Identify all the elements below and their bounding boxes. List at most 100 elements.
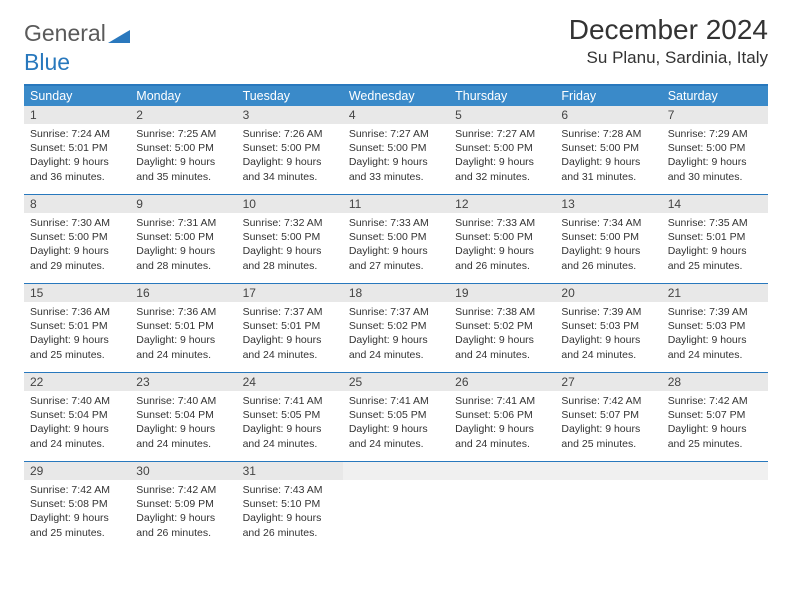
sunrise: Sunrise: 7:29 AM bbox=[668, 127, 762, 141]
day-number: 2 bbox=[130, 106, 236, 124]
day-cell: 2Sunrise: 7:25 AMSunset: 5:00 PMDaylight… bbox=[130, 106, 236, 194]
day-body: Sunrise: 7:40 AMSunset: 5:04 PMDaylight:… bbox=[24, 391, 130, 455]
day-cell: 27Sunrise: 7:42 AMSunset: 5:07 PMDayligh… bbox=[555, 373, 661, 461]
day-body: Sunrise: 7:33 AMSunset: 5:00 PMDaylight:… bbox=[343, 213, 449, 277]
sunrise: Sunrise: 7:34 AM bbox=[561, 216, 655, 230]
sunrise: Sunrise: 7:37 AM bbox=[349, 305, 443, 319]
daylight: Daylight: 9 hours and 24 minutes. bbox=[455, 333, 549, 361]
weekday-header: Saturday bbox=[662, 86, 768, 106]
day-body: Sunrise: 7:42 AMSunset: 5:08 PMDaylight:… bbox=[24, 480, 130, 544]
day-cell: 11Sunrise: 7:33 AMSunset: 5:00 PMDayligh… bbox=[343, 195, 449, 283]
daylight: Daylight: 9 hours and 29 minutes. bbox=[30, 244, 124, 272]
day-number: 20 bbox=[555, 284, 661, 302]
sunset: Sunset: 5:03 PM bbox=[561, 319, 655, 333]
day-number: 6 bbox=[555, 106, 661, 124]
daylight: Daylight: 9 hours and 26 minutes. bbox=[561, 244, 655, 272]
week-row: 15Sunrise: 7:36 AMSunset: 5:01 PMDayligh… bbox=[24, 283, 768, 372]
logo-text: General Blue bbox=[24, 20, 130, 76]
daylight: Daylight: 9 hours and 30 minutes. bbox=[668, 155, 762, 183]
day-cell: 8Sunrise: 7:30 AMSunset: 5:00 PMDaylight… bbox=[24, 195, 130, 283]
weekday-header: Sunday bbox=[24, 86, 130, 106]
day-number: 26 bbox=[449, 373, 555, 391]
day-body: Sunrise: 7:35 AMSunset: 5:01 PMDaylight:… bbox=[662, 213, 768, 277]
day-cell: 23Sunrise: 7:40 AMSunset: 5:04 PMDayligh… bbox=[130, 373, 236, 461]
sunset: Sunset: 5:00 PM bbox=[136, 141, 230, 155]
day-body: Sunrise: 7:42 AMSunset: 5:09 PMDaylight:… bbox=[130, 480, 236, 544]
day-cell: 4Sunrise: 7:27 AMSunset: 5:00 PMDaylight… bbox=[343, 106, 449, 194]
daylight: Daylight: 9 hours and 25 minutes. bbox=[668, 422, 762, 450]
sunrise: Sunrise: 7:30 AM bbox=[30, 216, 124, 230]
day-body: Sunrise: 7:39 AMSunset: 5:03 PMDaylight:… bbox=[555, 302, 661, 366]
sunrise: Sunrise: 7:32 AM bbox=[243, 216, 337, 230]
sunset: Sunset: 5:00 PM bbox=[561, 230, 655, 244]
sunset: Sunset: 5:00 PM bbox=[30, 230, 124, 244]
daylight: Daylight: 9 hours and 24 minutes. bbox=[561, 333, 655, 361]
sunrise: Sunrise: 7:42 AM bbox=[30, 483, 124, 497]
day-number: 9 bbox=[130, 195, 236, 213]
day-body: Sunrise: 7:25 AMSunset: 5:00 PMDaylight:… bbox=[130, 124, 236, 188]
day-cell: 7Sunrise: 7:29 AMSunset: 5:00 PMDaylight… bbox=[662, 106, 768, 194]
daylight: Daylight: 9 hours and 32 minutes. bbox=[455, 155, 549, 183]
day-cell: 10Sunrise: 7:32 AMSunset: 5:00 PMDayligh… bbox=[237, 195, 343, 283]
sunrise: Sunrise: 7:39 AM bbox=[561, 305, 655, 319]
daylight: Daylight: 9 hours and 24 minutes. bbox=[668, 333, 762, 361]
day-body: Sunrise: 7:39 AMSunset: 5:03 PMDaylight:… bbox=[662, 302, 768, 366]
daylight: Daylight: 9 hours and 24 minutes. bbox=[30, 422, 124, 450]
sunrise: Sunrise: 7:37 AM bbox=[243, 305, 337, 319]
day-body: Sunrise: 7:32 AMSunset: 5:00 PMDaylight:… bbox=[237, 213, 343, 277]
day-cell: 29Sunrise: 7:42 AMSunset: 5:08 PMDayligh… bbox=[24, 462, 130, 550]
header: General Blue December 2024 Su Planu, Sar… bbox=[24, 14, 768, 76]
logo-word1: General bbox=[24, 20, 106, 46]
day-number: . bbox=[662, 462, 768, 480]
day-body: Sunrise: 7:37 AMSunset: 5:02 PMDaylight:… bbox=[343, 302, 449, 366]
sunrise: Sunrise: 7:31 AM bbox=[136, 216, 230, 230]
weekday-header: Tuesday bbox=[237, 86, 343, 106]
weekday-header: Friday bbox=[555, 86, 661, 106]
day-number: 28 bbox=[662, 373, 768, 391]
day-cell: . bbox=[449, 462, 555, 550]
day-body: Sunrise: 7:40 AMSunset: 5:04 PMDaylight:… bbox=[130, 391, 236, 455]
sunset: Sunset: 5:00 PM bbox=[349, 230, 443, 244]
day-number: 17 bbox=[237, 284, 343, 302]
day-cell: 3Sunrise: 7:26 AMSunset: 5:00 PMDaylight… bbox=[237, 106, 343, 194]
sunrise: Sunrise: 7:27 AM bbox=[455, 127, 549, 141]
sunset: Sunset: 5:05 PM bbox=[243, 408, 337, 422]
weeks: 1Sunrise: 7:24 AMSunset: 5:01 PMDaylight… bbox=[24, 106, 768, 550]
day-cell: 5Sunrise: 7:27 AMSunset: 5:00 PMDaylight… bbox=[449, 106, 555, 194]
daylight: Daylight: 9 hours and 33 minutes. bbox=[349, 155, 443, 183]
day-number: 7 bbox=[662, 106, 768, 124]
sunrise: Sunrise: 7:42 AM bbox=[561, 394, 655, 408]
sunset: Sunset: 5:07 PM bbox=[561, 408, 655, 422]
sunrise: Sunrise: 7:38 AM bbox=[455, 305, 549, 319]
daylight: Daylight: 9 hours and 34 minutes. bbox=[243, 155, 337, 183]
daylight: Daylight: 9 hours and 26 minutes. bbox=[243, 511, 337, 539]
sunrise: Sunrise: 7:26 AM bbox=[243, 127, 337, 141]
weekday-row: SundayMondayTuesdayWednesdayThursdayFrid… bbox=[24, 86, 768, 106]
sunrise: Sunrise: 7:40 AM bbox=[136, 394, 230, 408]
sunrise: Sunrise: 7:33 AM bbox=[349, 216, 443, 230]
sunset: Sunset: 5:01 PM bbox=[136, 319, 230, 333]
day-number: 14 bbox=[662, 195, 768, 213]
sunrise: Sunrise: 7:36 AM bbox=[136, 305, 230, 319]
day-number: 19 bbox=[449, 284, 555, 302]
day-cell: 1Sunrise: 7:24 AMSunset: 5:01 PMDaylight… bbox=[24, 106, 130, 194]
day-number: . bbox=[343, 462, 449, 480]
day-body: Sunrise: 7:26 AMSunset: 5:00 PMDaylight:… bbox=[237, 124, 343, 188]
day-cell: . bbox=[343, 462, 449, 550]
day-cell: 13Sunrise: 7:34 AMSunset: 5:00 PMDayligh… bbox=[555, 195, 661, 283]
sunset: Sunset: 5:00 PM bbox=[243, 141, 337, 155]
daylight: Daylight: 9 hours and 24 minutes. bbox=[136, 333, 230, 361]
sunset: Sunset: 5:04 PM bbox=[30, 408, 124, 422]
daylight: Daylight: 9 hours and 26 minutes. bbox=[136, 511, 230, 539]
daylight: Daylight: 9 hours and 26 minutes. bbox=[455, 244, 549, 272]
day-body: Sunrise: 7:36 AMSunset: 5:01 PMDaylight:… bbox=[24, 302, 130, 366]
location: Su Planu, Sardinia, Italy bbox=[569, 48, 768, 68]
logo: General Blue bbox=[24, 14, 130, 76]
day-body: Sunrise: 7:34 AMSunset: 5:00 PMDaylight:… bbox=[555, 213, 661, 277]
daylight: Daylight: 9 hours and 28 minutes. bbox=[136, 244, 230, 272]
day-body: Sunrise: 7:29 AMSunset: 5:00 PMDaylight:… bbox=[662, 124, 768, 188]
day-cell: . bbox=[662, 462, 768, 550]
week-row: 1Sunrise: 7:24 AMSunset: 5:01 PMDaylight… bbox=[24, 106, 768, 194]
daylight: Daylight: 9 hours and 25 minutes. bbox=[30, 333, 124, 361]
day-number: 10 bbox=[237, 195, 343, 213]
